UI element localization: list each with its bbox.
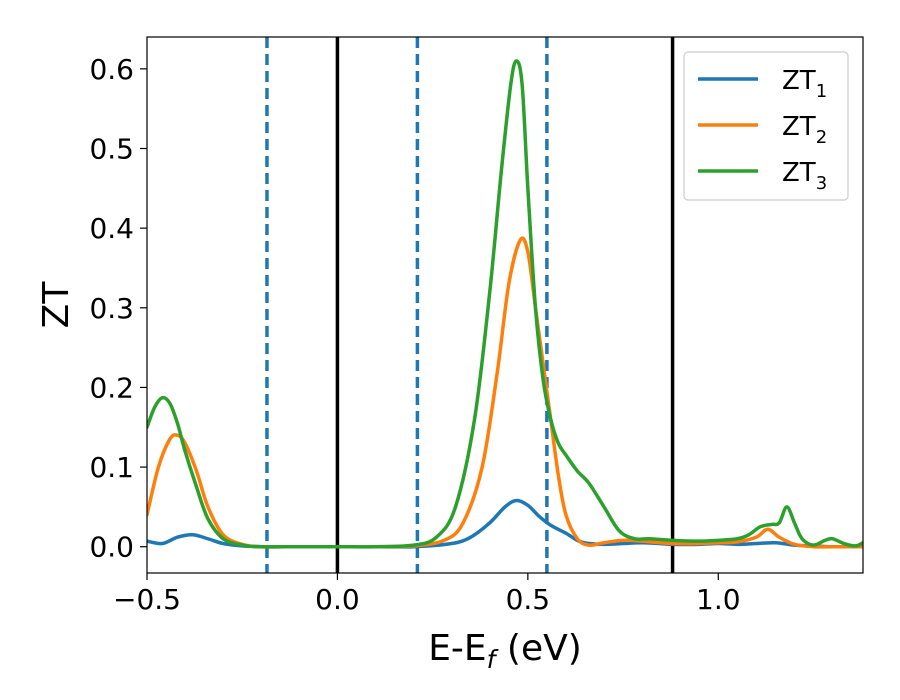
legend-label-zt1: ZT1 xyxy=(782,66,827,102)
y-tick-label: 0.2 xyxy=(89,371,134,404)
y-tick-label: 0.4 xyxy=(89,212,134,245)
x-tick-label: −0.5 xyxy=(113,583,181,616)
plot-frame xyxy=(146,36,864,574)
x-axis-label: E-Ef (eV) xyxy=(428,628,582,674)
y-tick-label: 0.3 xyxy=(89,292,134,325)
y-tick-label: 0.5 xyxy=(89,133,134,166)
axes: −0.5 0.0 0.5 1.0 0.0 0.1 0.2 0.3 0.4 0.5 0.6 E-Ef (… xyxy=(36,36,864,674)
series-line-zt3 xyxy=(147,59,863,549)
x-tick-label: 0.0 xyxy=(315,583,360,616)
legend-label-zt3: ZT3 xyxy=(782,158,827,194)
series-line-zt1 xyxy=(147,498,863,549)
plot-area xyxy=(147,37,863,573)
y-tick-label: 0.1 xyxy=(89,451,134,484)
x-tick-label: 1.0 xyxy=(696,583,741,616)
x-tick-label: 0.5 xyxy=(506,583,551,616)
legend: ZT1 ZT2 ZT3 xyxy=(683,51,849,201)
legend-label-zt2: ZT2 xyxy=(782,112,827,148)
y-tick-label: 0.0 xyxy=(89,531,134,564)
y-tick-label: 0.6 xyxy=(89,53,134,86)
y-axis-label: ZT xyxy=(36,281,77,329)
legend-box xyxy=(683,51,849,201)
series-line-zt2 xyxy=(147,236,863,549)
